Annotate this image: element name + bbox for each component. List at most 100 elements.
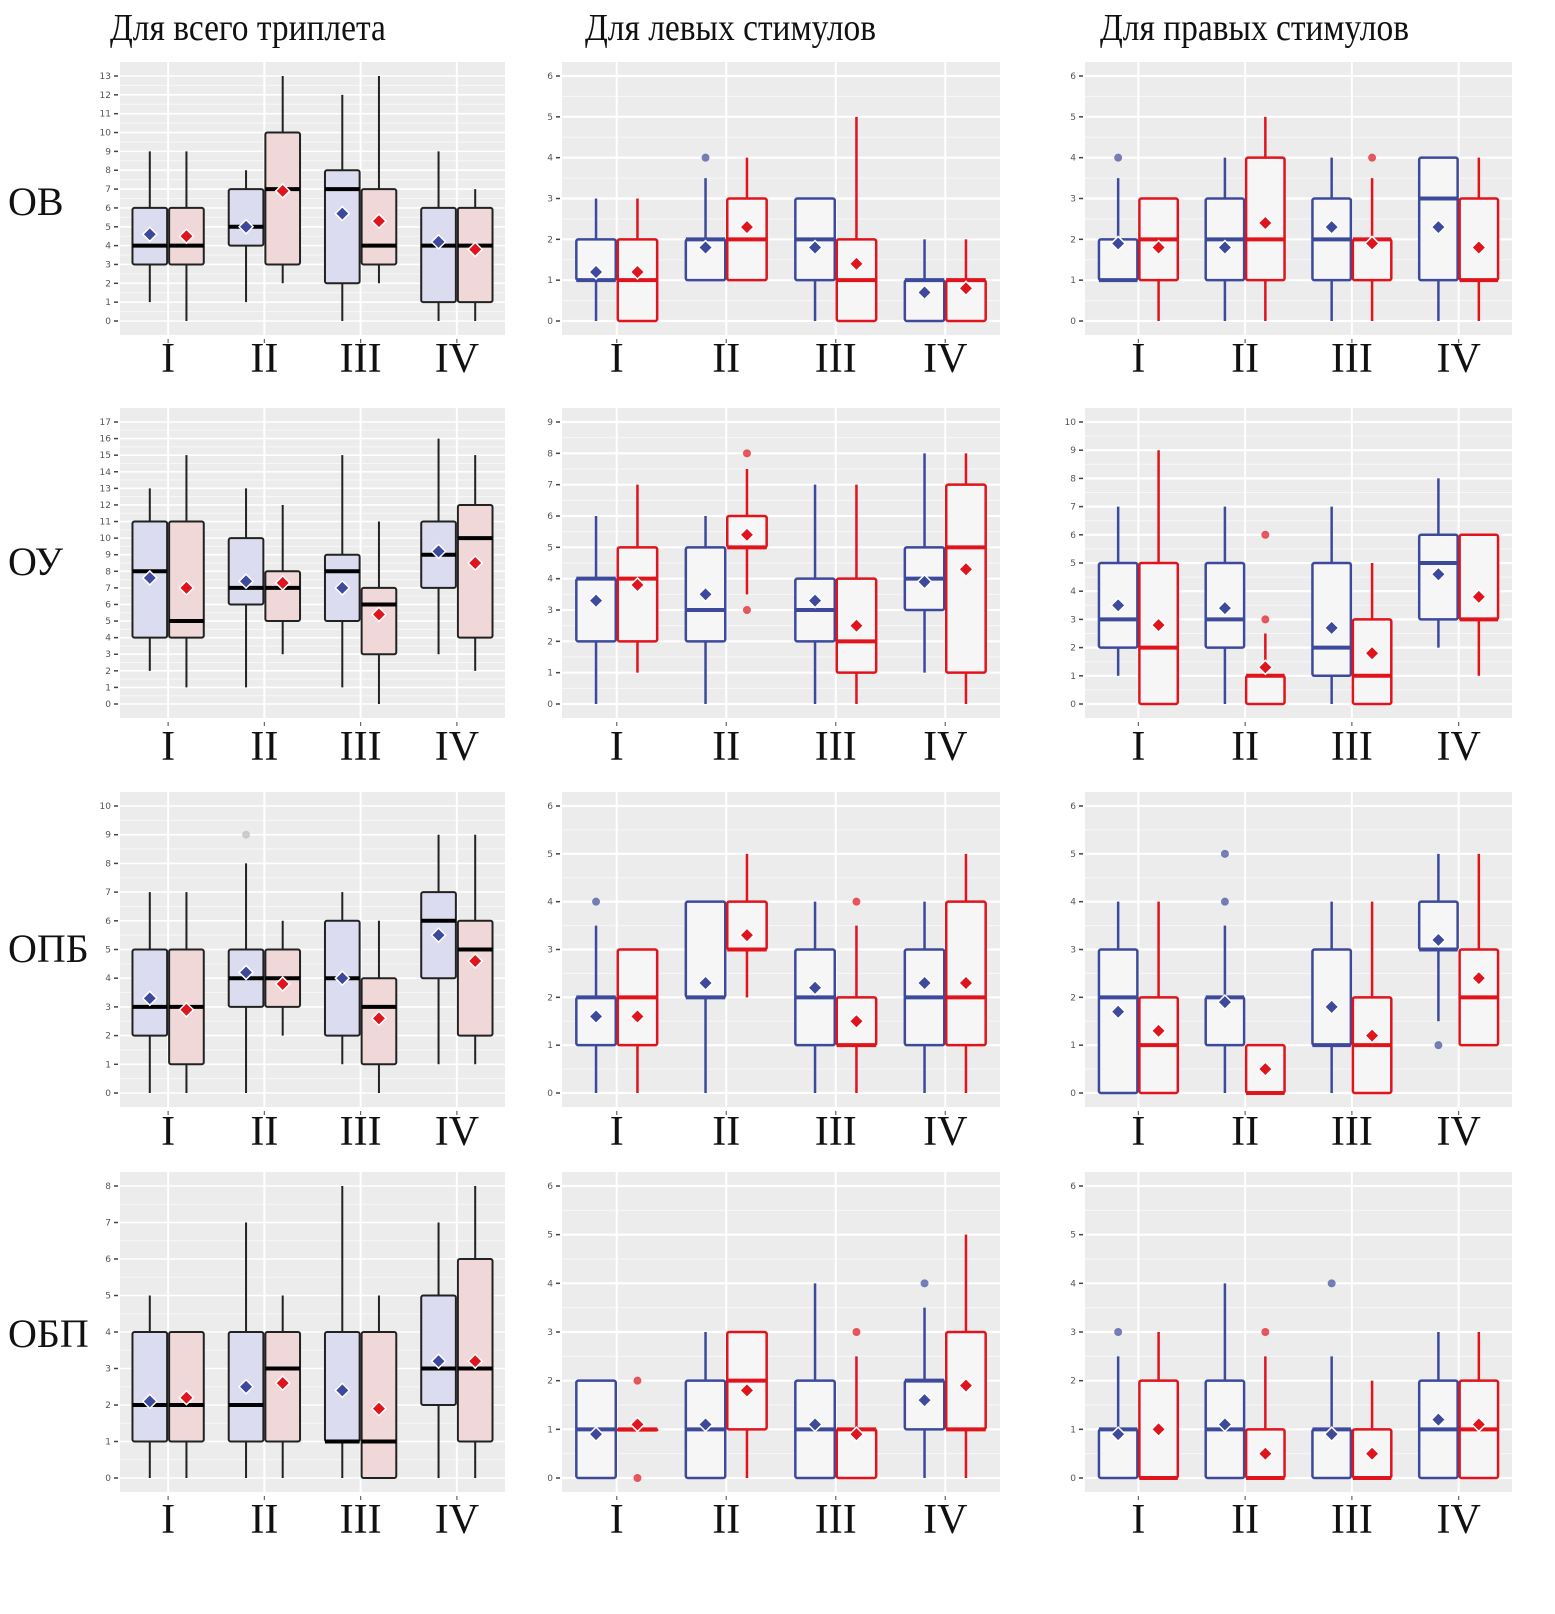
box-red (1138, 561, 1180, 706)
mean-marker-blue (1430, 931, 1447, 948)
y-tick-label: 6 (105, 204, 111, 214)
y-tick-label: 1 (105, 1438, 111, 1448)
mean-marker-red (738, 1382, 756, 1399)
y-tick-label: 1 (1070, 276, 1076, 286)
mean-marker-blue (141, 990, 158, 1007)
mean-marker-blue (697, 974, 714, 992)
y-tick-label: 5 (547, 543, 553, 553)
mean-marker-blue (806, 239, 824, 256)
outlier-blue (242, 830, 251, 839)
y-tick-label: 1 (547, 1041, 553, 1051)
mean-marker-blue (916, 974, 933, 992)
group-label: I (1131, 724, 1145, 770)
y-tick-label: 5 (547, 1231, 553, 1241)
group-label: II (250, 1109, 278, 1155)
mean-marker-blue (141, 569, 158, 586)
mean-marker-blue (1110, 597, 1127, 614)
mean-marker-blue (916, 573, 933, 590)
group-label: III (340, 1109, 382, 1155)
mean-marker-blue (430, 543, 447, 560)
group-label: IV (923, 1497, 967, 1543)
mean-marker-red (1364, 1445, 1381, 1462)
mean-marker-red (1470, 588, 1487, 605)
mean-marker-red (1257, 214, 1274, 232)
y-tick-label: 0 (547, 317, 553, 327)
y-tick-label: 15 (100, 451, 111, 461)
mean-marker-red (370, 1400, 388, 1417)
mean-marker-red (178, 1389, 195, 1406)
y-tick-label: 6 (1070, 531, 1076, 541)
y-tick-label: 1 (1070, 672, 1076, 682)
mean-marker-red (738, 526, 756, 543)
mean-marker-blue (587, 1426, 605, 1443)
mean-marker-blue (1430, 566, 1447, 583)
y-tick-label: 10 (100, 534, 112, 544)
y-tick-label: 2 (105, 1401, 111, 1411)
y-tick-label: 2 (547, 235, 553, 245)
group-label: IV (1436, 1109, 1480, 1155)
mean-marker-red (738, 219, 756, 236)
y-tick-label: 6 (547, 802, 553, 812)
group-label: I (610, 724, 624, 770)
y-tick-label: 0 (1070, 317, 1076, 327)
group-label: II (712, 1109, 740, 1155)
outlier-blue (1114, 1328, 1123, 1336)
y-tick-label: 6 (105, 1255, 111, 1265)
mean-marker-red (1257, 659, 1274, 676)
y-tick-label: 2 (1070, 644, 1076, 654)
group-label: IV (1436, 724, 1480, 770)
group-label: I (1131, 1109, 1145, 1155)
y-tick-label: 9 (547, 418, 553, 428)
y-tick-label: 1 (105, 298, 111, 308)
mean-marker-blue (697, 586, 714, 603)
y-tick-label: 10 (100, 802, 112, 812)
mean-marker-red (274, 182, 291, 200)
y-tick-label: 4 (1070, 898, 1076, 908)
y-tick-label: 3 (547, 606, 553, 616)
y-tick-label: 3 (105, 260, 111, 270)
group-label: II (712, 336, 740, 382)
y-tick-label: 2 (105, 279, 111, 289)
group-label: II (250, 1497, 278, 1543)
mean-marker-blue (916, 284, 933, 301)
y-tick-label: 8 (105, 859, 111, 869)
mean-marker-blue (1430, 219, 1447, 236)
row-label-opb: ОПБ (8, 926, 89, 971)
mean-marker-red (1257, 1061, 1274, 1078)
y-tick-label: 3 (547, 946, 553, 956)
y-tick-label: 4 (105, 1328, 111, 1338)
group-label: II (712, 1497, 740, 1543)
group-label: II (712, 724, 740, 770)
mean-marker-red (467, 952, 484, 970)
y-tick-label: 7 (547, 481, 553, 491)
group-label: I (161, 1497, 175, 1543)
y-tick-label: 3 (105, 1003, 111, 1013)
y-tick-label: 5 (1070, 559, 1076, 569)
y-tick-label: 7 (105, 888, 111, 898)
outlier-blue (1114, 153, 1123, 162)
y-tick-label: 0 (1070, 1089, 1076, 1099)
box-red (1244, 674, 1286, 706)
box-blue (575, 577, 618, 643)
mean-marker-blue (141, 1393, 158, 1410)
y-tick-label: 3 (1070, 615, 1076, 625)
y-tick-label: 2 (105, 1032, 111, 1042)
y-tick-label: 5 (105, 1292, 111, 1302)
mean-marker-red (1364, 235, 1381, 252)
y-tick-label: 0 (105, 1089, 111, 1099)
y-tick-label: 7 (105, 185, 111, 195)
y-tick-label: 6 (105, 600, 111, 610)
y-tick-label: 10 (1065, 418, 1077, 428)
box-blue (1417, 156, 1459, 282)
mean-marker-blue (697, 239, 714, 256)
group-label: IV (923, 336, 967, 382)
y-tick-label: 5 (105, 617, 111, 627)
row-label-obp: ОБП (8, 1311, 89, 1356)
group-label: III (1331, 1497, 1373, 1543)
mean-marker-red (957, 974, 975, 992)
box-blue (1097, 948, 1139, 1095)
mean-marker-blue (237, 573, 255, 590)
y-tick-label: 2 (547, 1377, 553, 1387)
y-tick-label: 2 (1070, 1377, 1076, 1387)
box-red (1458, 533, 1500, 621)
